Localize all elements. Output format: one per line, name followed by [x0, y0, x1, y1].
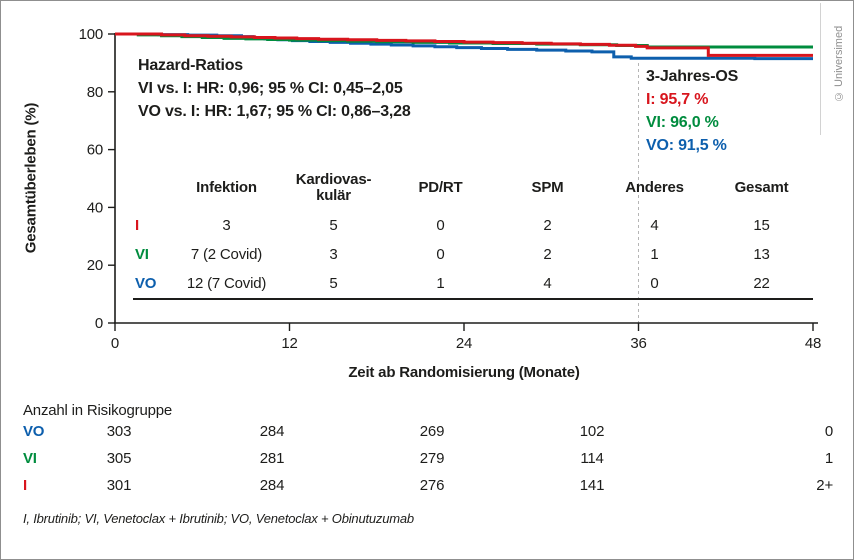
three-year-os-annotation: 3-Jahres-OS I: 95,7 % VI: 96,0 % VO: 91,… [646, 65, 738, 157]
y-tick-label: 40 [87, 199, 103, 216]
risk-value: 102 [579, 423, 605, 440]
risk-value: 303 [106, 423, 132, 440]
col-header-kardiovaskulaer: Kardiovas- kulär [295, 171, 372, 204]
cell: 5 [329, 217, 338, 234]
cell: 5 [329, 275, 338, 292]
risk-value: 284 [259, 423, 285, 440]
divider-line [820, 3, 821, 135]
risk-row-vi: VI 305 281 279 114 1 [1, 450, 853, 476]
hazard-line-vo: VO vs. I: HR: 1,67; 95 % CI: 0,86–3,28 [138, 103, 411, 120]
x-tick-label: 36 [630, 335, 646, 352]
risk-value: 281 [259, 450, 285, 467]
risk-value: 269 [419, 423, 445, 440]
abbreviation-footnote: I, Ibrutinib; VI, Venetoclax + Ibrutinib… [23, 511, 414, 526]
risk-label-i: I [23, 477, 27, 494]
cell: 22 [753, 275, 770, 292]
cell: 4 [543, 275, 552, 292]
copyright-label: © Universimed [833, 25, 845, 103]
col-header-infektion: Infektion [196, 179, 257, 196]
survival-curve-i [115, 32, 813, 57]
risk-value: 276 [419, 477, 445, 494]
row-label-vi: VI [135, 246, 149, 263]
os3-value-vo: VO: 91,5 % [646, 137, 727, 154]
risk-value: 114 [580, 450, 604, 467]
risk-value: 279 [419, 450, 445, 467]
y-tick-label: 80 [87, 84, 103, 101]
table-rule [133, 298, 813, 300]
cell: 1 [436, 275, 445, 292]
hazard-line-vi: VI vs. I: HR: 0,96; 95 % CI: 0,45–2,05 [138, 80, 403, 97]
os3-value-vi: VI: 96,0 % [646, 114, 719, 131]
cell: 1 [650, 246, 659, 263]
y-tick-label: 20 [87, 257, 103, 274]
risk-label-vo: VO [23, 423, 45, 440]
cell: 0 [650, 275, 659, 292]
risk-value: 284 [259, 477, 285, 494]
x-tick-label: 48 [805, 335, 821, 352]
risk-value: 1 [824, 450, 833, 467]
hazard-title: Hazard-Ratios [138, 57, 243, 74]
risk-label-vi: VI [23, 450, 37, 467]
risk-value: 305 [106, 450, 132, 467]
row-label-vo: VO [135, 275, 157, 292]
os3-value-i: I: 95,7 % [646, 91, 709, 108]
col-header-anderes: Anderes [625, 179, 684, 196]
col-header-spm: SPM [531, 179, 564, 196]
risk-value: 0 [824, 423, 833, 440]
risk-value: 2+ [816, 477, 833, 494]
risk-value: 141 [579, 477, 605, 494]
x-tick-label: 0 [111, 335, 119, 352]
y-tick-label: 60 [87, 142, 103, 159]
y-tick-label: 0 [95, 315, 103, 332]
hazard-ratio-annotation: Hazard-Ratios VI vs. I: HR: 0,96; 95 % C… [138, 54, 411, 123]
cell: 3 [329, 246, 338, 263]
cell: 13 [753, 246, 770, 263]
x-tick-label: 24 [456, 335, 472, 352]
cause-of-death-table: Infektion Kardiovas- kulär PD/RT SPM And… [115, 165, 815, 298]
cell: 3 [222, 217, 231, 234]
cell: 2 [543, 217, 552, 234]
risk-table-title: Anzahl in Risikogruppe [23, 402, 173, 419]
cell: 7 (2 Covid) [190, 246, 263, 263]
x-axis-title: Zeit ab Randomisierung (Monate) [348, 364, 580, 381]
cell: 12 (7 Covid) [186, 275, 267, 292]
y-axis-title: Gesamtüberleben (%) [22, 102, 40, 254]
risk-row-i: I 301 284 276 141 2+ [1, 477, 853, 503]
cell: 15 [753, 217, 770, 234]
row-label-i: I [135, 217, 139, 234]
cell: 0 [436, 246, 445, 263]
cell: 4 [650, 217, 659, 234]
col-header-pdrt: PD/RT [418, 179, 463, 196]
os3-title: 3-Jahres-OS [646, 68, 739, 85]
risk-row-vo: VO 303 284 269 102 0 [1, 423, 853, 449]
x-tick-label: 12 [281, 335, 297, 352]
cell: 2 [543, 246, 552, 263]
risk-value: 301 [106, 477, 132, 494]
y-tick-label: 100 [79, 26, 103, 43]
col-header-gesamt: Gesamt [734, 179, 789, 196]
cell: 0 [436, 217, 445, 234]
